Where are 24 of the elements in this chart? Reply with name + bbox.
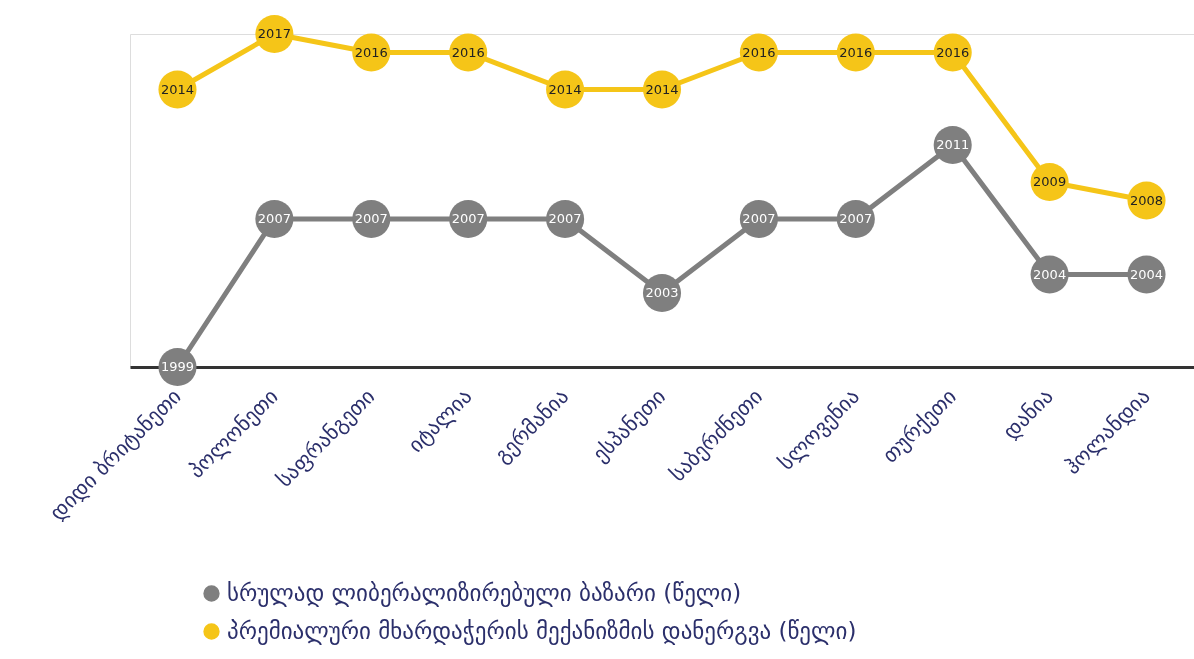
- data-label: 2016: [354, 44, 388, 60]
- data-label: 2014: [548, 81, 582, 97]
- data-label: 2017: [257, 26, 291, 41]
- data-label: 2014: [645, 81, 679, 97]
- data-label: 2016: [451, 44, 485, 60]
- data-label: 2008: [1129, 192, 1164, 208]
- data-label: 2007: [548, 211, 582, 226]
- data-label: 2003: [645, 285, 679, 300]
- data-label: 2007: [839, 211, 873, 226]
- data-label: 2014: [160, 81, 195, 97]
- data-label: 2016: [742, 44, 776, 60]
- data-label: 2004: [1129, 266, 1164, 282]
- legend-label: სრულად ლიბერალიზირებული ბაზარი (წელი): [227, 579, 742, 607]
- legend-label: პრემიალური მხარდაჭერის მექანიზმის დანერგვა (წელი): [227, 617, 857, 645]
- data-label: 2011: [936, 137, 970, 152]
- data-label: 2004: [1033, 266, 1067, 282]
- data-label: 2007: [451, 211, 485, 226]
- data-label: 2016: [839, 44, 873, 60]
- data-label: 2007: [257, 211, 291, 226]
- data-label: 2009: [1033, 174, 1067, 189]
- data-label: 1999: [160, 359, 195, 374]
- data-label: 2007: [742, 211, 776, 226]
- data-label: 2007: [354, 211, 388, 226]
- data-label: 2016: [936, 44, 970, 60]
